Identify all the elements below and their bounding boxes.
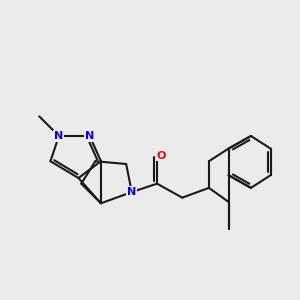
Text: N: N: [127, 187, 136, 197]
Text: N: N: [54, 131, 64, 141]
Text: N: N: [85, 131, 94, 141]
Text: O: O: [157, 151, 166, 160]
